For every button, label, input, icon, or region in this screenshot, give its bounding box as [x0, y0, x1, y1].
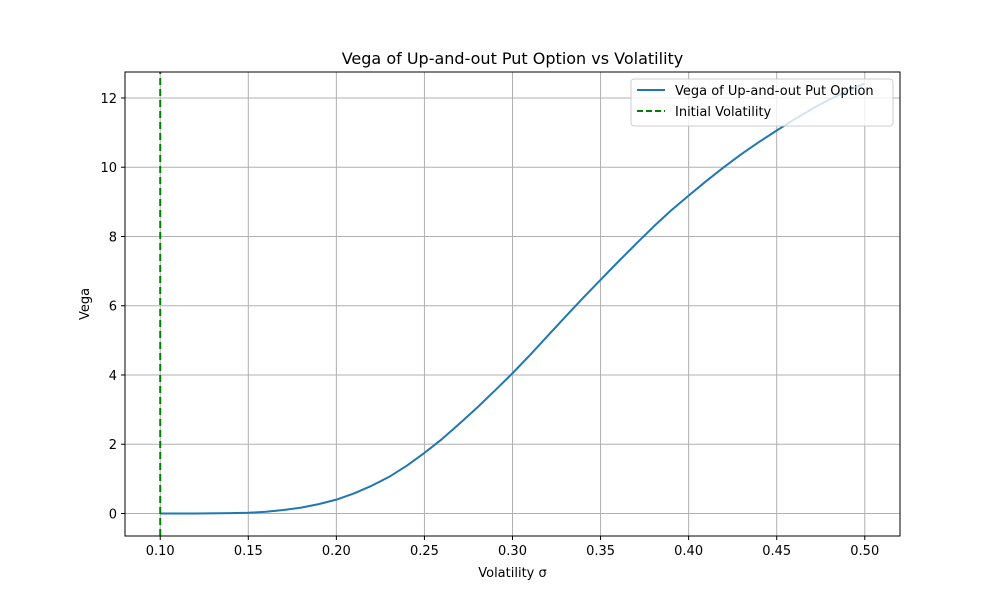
x-axis-title: Volatility σ: [478, 566, 547, 581]
x-tick-label: 0.40: [674, 544, 703, 559]
legend: Vega of Up-and-out Put Option Initial Vo…: [630, 78, 894, 127]
x-tick-label: 0.30: [498, 544, 527, 559]
x-tick-label: 0.45: [762, 544, 791, 559]
y-tick-label: 10: [100, 161, 117, 176]
x-axis-ticks: 0.10 0.15 0.20 0.25 0.30 0.35 0.40 0.45 0.50: [146, 536, 879, 559]
y-tick-label: 8: [109, 230, 117, 245]
legend-label-initial-volatility: Initial Volatility: [675, 105, 772, 120]
x-tick-label: 0.10: [146, 544, 175, 559]
y-tick-label: 0: [109, 507, 117, 522]
y-axis-ticks: 0 2 4 6 8 10 12: [100, 92, 125, 522]
x-tick-label: 0.20: [322, 544, 351, 559]
grid: [125, 72, 900, 536]
x-tick-label: 0.35: [586, 544, 615, 559]
legend-label-vega: Vega of Up-and-out Put Option: [675, 84, 874, 99]
y-tick-label: 12: [100, 92, 117, 107]
series-layer: [159, 72, 866, 536]
x-tick-label: 0.15: [234, 544, 263, 559]
x-tick-label: 0.25: [410, 544, 439, 559]
y-axis-title: Vega: [78, 288, 93, 320]
y-tick-label: 6: [109, 300, 117, 315]
y-tick-label: 2: [109, 438, 117, 453]
vega-series-line: [160, 82, 866, 515]
x-tick-label: 0.50: [850, 544, 879, 559]
chart-title: Vega of Up-and-out Put Option vs Volatil…: [342, 49, 684, 68]
y-tick-label: 4: [109, 369, 117, 384]
legend-box: [630, 78, 894, 127]
